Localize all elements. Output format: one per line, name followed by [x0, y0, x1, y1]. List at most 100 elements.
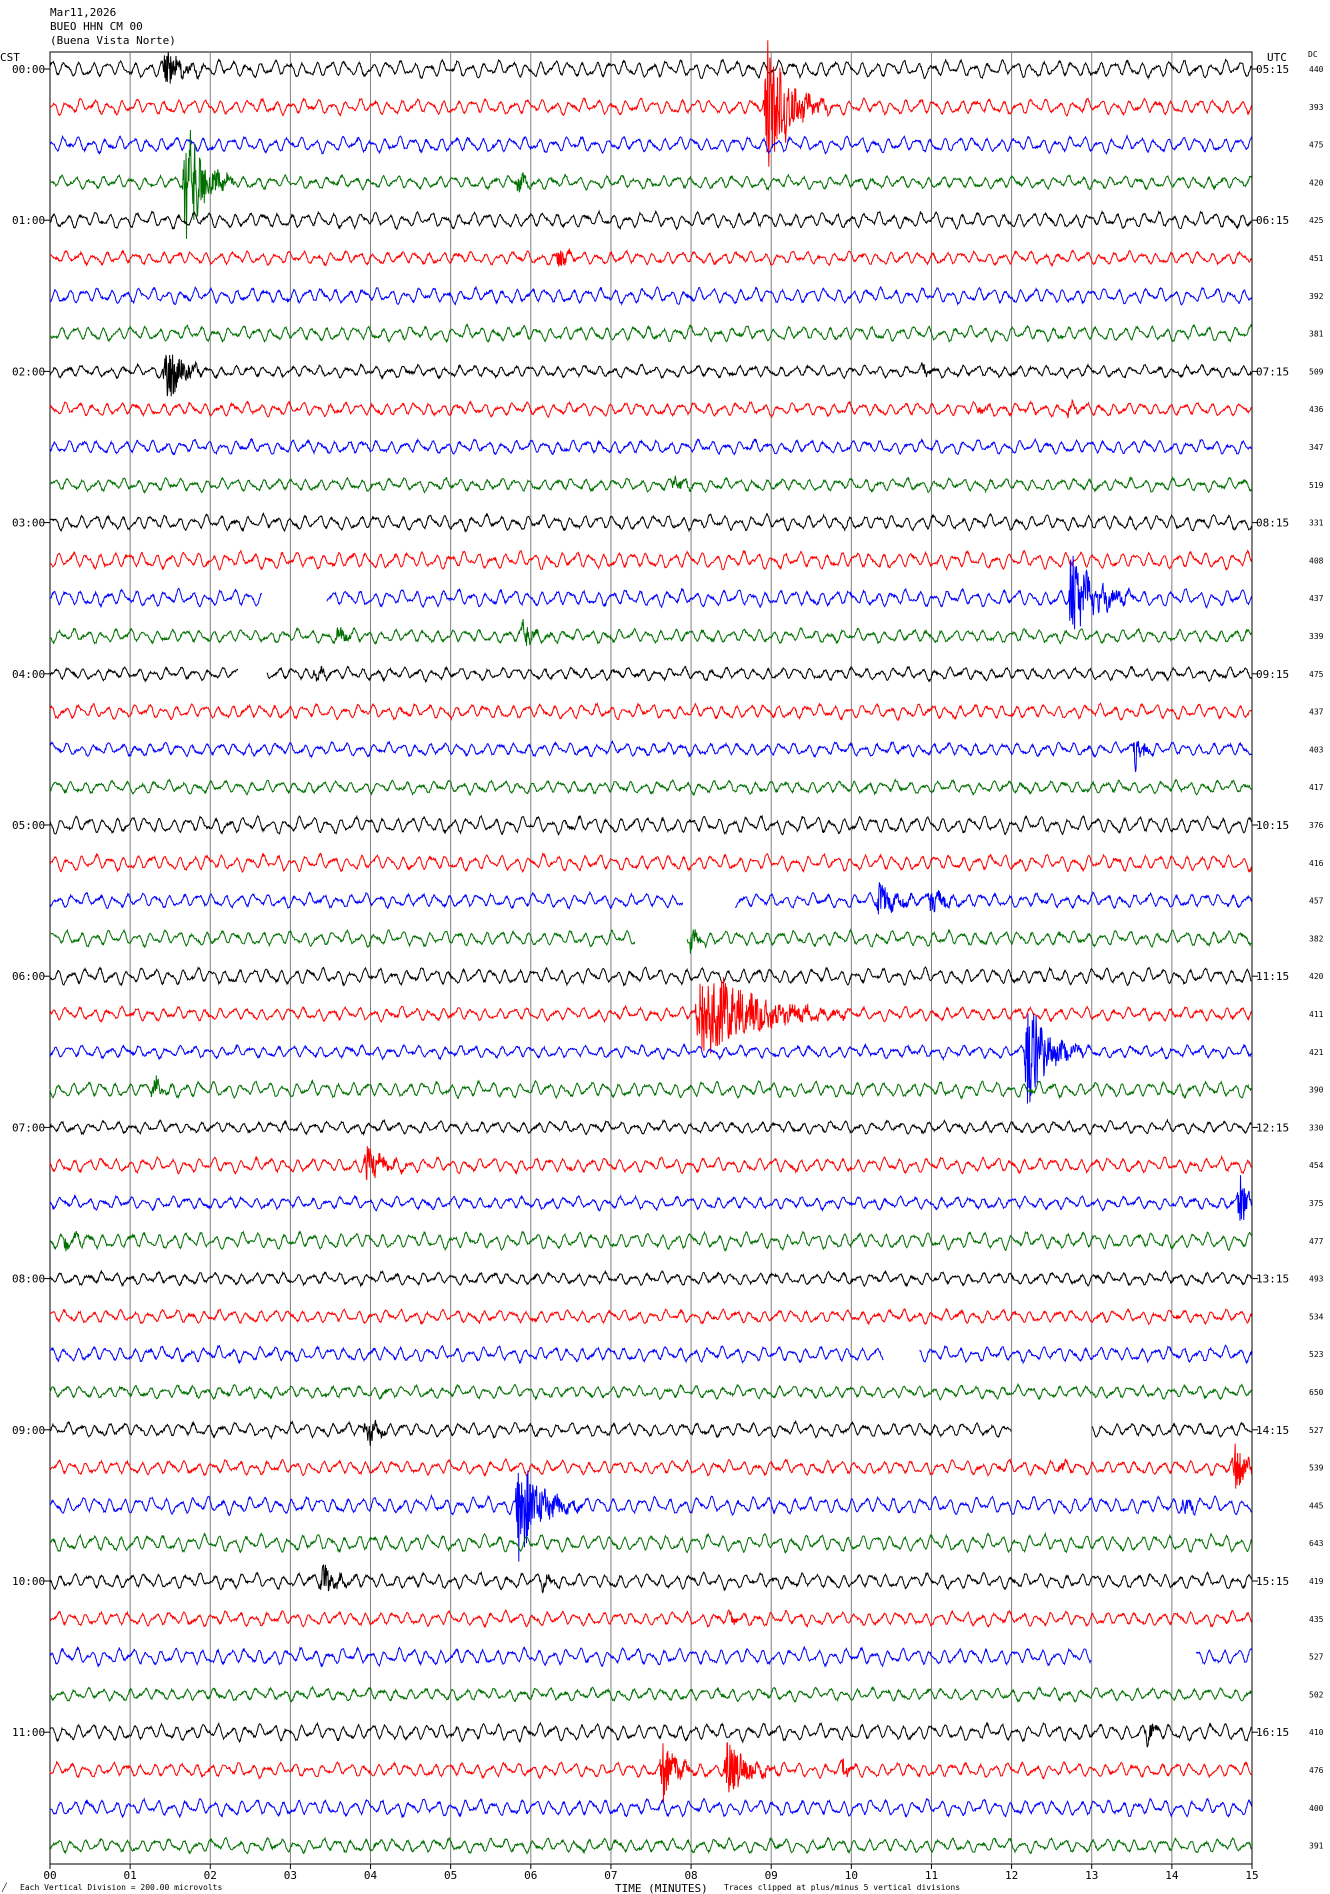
dc-value: 411: [1309, 1010, 1324, 1019]
seismic-trace-2: [49, 133, 1252, 155]
seismic-trace-32: [49, 1269, 1252, 1288]
seismic-trace-18: [49, 739, 1252, 773]
seismic-trace-34: [49, 1344, 1252, 1365]
dc-value: 339: [1309, 632, 1324, 641]
clip-note: Traces clipped at plus/minus 5 vertical …: [724, 1883, 960, 1892]
seismic-trace-24: [49, 965, 1252, 987]
minute-gridlines: [49, 52, 1253, 1869]
dc-value: 400: [1309, 1804, 1324, 1813]
plot-border: [49, 51, 1253, 1865]
dc-value: 421: [1309, 1048, 1324, 1057]
dc-value: 475: [1309, 670, 1324, 679]
dc-value: 382: [1309, 934, 1324, 943]
header-location: (Buena Vista Norte): [50, 34, 176, 47]
dc-value: 420: [1309, 178, 1324, 187]
dc-value: 527: [1309, 1426, 1324, 1435]
x-tick-label: 00: [43, 1869, 56, 1882]
seismic-trace-37: [50, 1443, 1252, 1489]
x-tick-label: 06: [524, 1869, 537, 1882]
cst-hour-label: 08:00: [12, 1273, 45, 1286]
utc-hour-label: 11:15: [1256, 970, 1289, 983]
dc-axis-label: DC: [1308, 50, 1318, 59]
seismic-trace-8: [49, 354, 1252, 397]
dc-value: 437: [1309, 594, 1324, 603]
dc-value: 376: [1309, 821, 1324, 830]
dc-value: 650: [1309, 1388, 1324, 1397]
cst-hour-label: 09:00: [12, 1424, 45, 1437]
cst-hour-label: 00:00: [12, 63, 45, 76]
dc-value: 435: [1309, 1615, 1324, 1624]
seismic-trace-36: [49, 1419, 1252, 1446]
seismic-trace-1: [49, 40, 1252, 167]
dc-value: 391: [1309, 1842, 1324, 1851]
dc-value: 445: [1309, 1501, 1324, 1510]
utc-hour-label: 09:15: [1256, 668, 1289, 681]
cst-hour-label: 03:00: [12, 517, 45, 530]
x-tick-label: 07: [604, 1869, 617, 1882]
dc-value: 475: [1309, 141, 1324, 150]
dc-value: 476: [1309, 1766, 1324, 1775]
seismic-trace-26: [49, 1013, 1252, 1104]
utc-hour-label: 15:15: [1256, 1575, 1289, 1588]
cst-hour-label: 11:00: [12, 1726, 45, 1739]
utc-hour-label: 12:15: [1256, 1121, 1289, 1134]
header-station: BUEO HHN CM 00: [50, 20, 143, 33]
dc-value: 416: [1309, 859, 1324, 868]
dc-value: 519: [1309, 481, 1324, 490]
x-tick-label: 02: [204, 1869, 217, 1882]
cst-hour-label: 02:00: [12, 365, 45, 378]
axis-labels: CST UTC DC TIME (MINUTES) Each Vertical …: [0, 50, 1324, 1894]
header-date: Mar11,2026: [50, 6, 117, 19]
dc-value: 477: [1309, 1237, 1324, 1246]
seismic-trace-11: [49, 474, 1252, 495]
seismic-trace-19: [49, 777, 1252, 797]
utc-hour-label: 10:15: [1256, 819, 1289, 832]
cst-hour-label: 07:00: [12, 1121, 45, 1134]
utc-hour-label: 06:15: [1256, 214, 1289, 227]
seismic-trace-33: [49, 1307, 1252, 1326]
seismic-trace-14: [49, 555, 1252, 630]
seismic-trace-29: [49, 1146, 1252, 1181]
x-tick-label: 14: [1165, 1869, 1179, 1882]
seismic-trace-40: [49, 1564, 1252, 1594]
dc-value: 436: [1309, 405, 1324, 414]
dc-value: 392: [1309, 292, 1324, 301]
seismic-trace-45: [49, 1742, 1252, 1803]
seismic-trace-47: [49, 1836, 1252, 1856]
seismic-trace-43: [49, 1685, 1252, 1703]
seismic-trace-9: [49, 398, 1252, 420]
logo-mark: ╱: [1, 1882, 8, 1892]
dc-value: 390: [1309, 1086, 1324, 1095]
dc-value: 425: [1309, 216, 1324, 225]
dc-value: 502: [1309, 1690, 1324, 1699]
utc-hour-label: 13:15: [1256, 1273, 1289, 1286]
seismic-trace-31: [49, 1230, 1252, 1252]
x-tick-label: 04: [364, 1869, 378, 1882]
cst-hour-label: 04:00: [12, 668, 45, 681]
dc-value: 643: [1309, 1539, 1324, 1548]
cst-axis-label: CST: [0, 51, 20, 64]
x-tick-label: 12: [1005, 1869, 1018, 1882]
dc-value: 437: [1309, 708, 1324, 717]
seismic-trace-0: [49, 52, 1252, 84]
dc-value: 539: [1309, 1464, 1324, 1473]
seismic-trace-5: [49, 248, 1252, 268]
dc-value: 330: [1309, 1123, 1324, 1132]
seismic-trace-22: [49, 882, 1252, 915]
x-tick-label: 15: [1245, 1869, 1258, 1882]
dc-value: 523: [1309, 1350, 1324, 1359]
seismic-trace-6: [49, 285, 1252, 307]
x-tick-label: 13: [1085, 1869, 1098, 1882]
dc-value: 534: [1309, 1312, 1324, 1321]
seismic-trace-39: [49, 1531, 1252, 1554]
utc-hour-label: 08:15: [1256, 517, 1289, 530]
dc-value: 347: [1309, 443, 1324, 452]
seismic-trace-42: [49, 1645, 1252, 1669]
utc-hour-label: 14:15: [1256, 1424, 1289, 1437]
cst-hour-label: 06:00: [12, 970, 45, 983]
dc-value: 408: [1309, 556, 1324, 565]
utc-hour-label: 07:15: [1256, 365, 1289, 378]
dc-value: 375: [1309, 1199, 1324, 1208]
seismic-trace-10: [49, 437, 1252, 456]
